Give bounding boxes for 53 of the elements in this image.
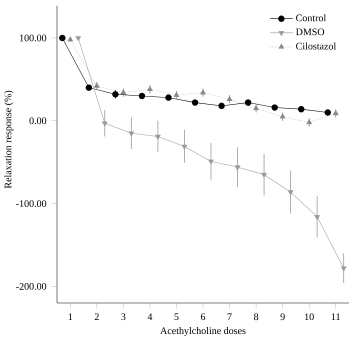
y-axis-title: Relaxation response (%)	[4, 90, 14, 188]
x-tick-label: 11	[332, 313, 340, 320]
legend-label: DMSO	[296, 28, 324, 36]
point	[208, 160, 214, 165]
point	[174, 92, 180, 97]
point	[67, 36, 74, 42]
x-tick-label: 8	[254, 313, 258, 320]
point	[288, 190, 294, 196]
point	[120, 89, 126, 94]
y-tick-label: -200.00	[16, 283, 46, 290]
point	[218, 102, 225, 110]
point	[192, 99, 198, 106]
point	[261, 172, 267, 178]
point	[94, 82, 100, 88]
point	[298, 106, 304, 112]
point	[165, 94, 172, 101]
point	[253, 105, 259, 110]
y-tick-label: 0.00	[29, 117, 46, 124]
y-tick-label: 100.00	[20, 34, 46, 42]
point	[324, 109, 331, 116]
x-tick-label: 3	[121, 313, 126, 320]
point	[314, 215, 320, 220]
point	[112, 91, 119, 98]
x-tick-label: 4	[148, 313, 152, 320]
point	[234, 165, 240, 170]
x-tick-label: 9	[280, 313, 285, 320]
point	[226, 96, 232, 101]
point	[271, 104, 278, 111]
point	[102, 122, 108, 126]
point	[332, 110, 339, 116]
x-tick-label: 7	[228, 313, 232, 320]
point	[128, 131, 134, 136]
point	[182, 144, 188, 150]
x-tick-label: 10	[305, 313, 314, 320]
x-axis-title: Acethylcholine doses	[160, 327, 246, 336]
legend-label: Control	[296, 14, 326, 22]
legend-label: Cilostazol	[296, 42, 336, 50]
point	[244, 99, 252, 106]
x-tick-label: 1	[68, 313, 72, 320]
point	[59, 34, 66, 42]
point	[138, 92, 146, 100]
point	[155, 134, 161, 140]
point	[147, 86, 153, 92]
point	[75, 36, 82, 42]
y-tick-label: -100.00	[16, 200, 46, 208]
x-tick-label: 6	[200, 313, 206, 320]
point	[306, 119, 312, 124]
x-tick-label: 5	[174, 313, 179, 320]
point	[280, 113, 286, 118]
x-tick-label: 2	[94, 313, 99, 320]
point	[86, 84, 92, 91]
point	[200, 89, 206, 94]
point	[340, 266, 347, 272]
